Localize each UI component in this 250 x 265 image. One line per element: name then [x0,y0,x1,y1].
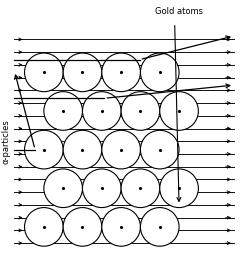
Circle shape [63,130,102,169]
Circle shape [82,92,121,130]
Circle shape [140,130,179,169]
Circle shape [140,53,179,92]
Circle shape [140,207,179,246]
Circle shape [63,207,102,246]
Circle shape [24,53,63,92]
Circle shape [102,130,141,169]
Circle shape [63,53,102,92]
Circle shape [102,207,141,246]
Circle shape [102,53,141,92]
Circle shape [121,92,160,130]
Circle shape [24,130,63,169]
Circle shape [44,92,82,130]
Text: α-particles: α-particles [1,119,10,164]
Circle shape [82,169,121,207]
Circle shape [44,169,82,207]
Circle shape [121,169,160,207]
Circle shape [160,92,198,130]
Circle shape [24,207,63,246]
Text: Gold atoms: Gold atoms [155,7,203,16]
Circle shape [160,169,198,207]
